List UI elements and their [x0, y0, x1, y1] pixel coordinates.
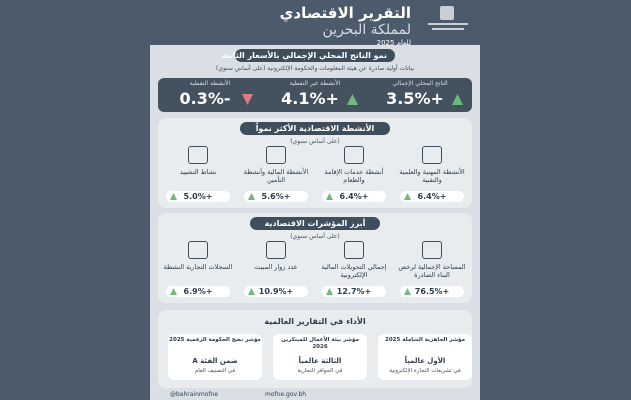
item-value: +12.7% [322, 286, 386, 297]
header-year: للعام 2025 [376, 39, 411, 47]
card-detail: في الحوافز التجارية [297, 368, 343, 374]
card-detail: في التصنيف العام [194, 368, 236, 374]
stat-label: الأنشطة النفطية [189, 80, 231, 87]
item-label: السجلات التجارية النشطة [163, 263, 233, 271]
card-index: مؤشر نضج الحكومة الرقمية 2025 [169, 337, 261, 343]
card-index: مؤشر بيئة الأعمال للمبتكرين 2026 [281, 337, 359, 350]
item-label: نشاط التشييد [179, 168, 217, 176]
stat-value: -0.3% [179, 89, 231, 108]
item-label: أنشطة خدمات الإقامة والطعام [324, 168, 384, 184]
header-title: التقرير الاقتصادي [279, 4, 411, 22]
stat-label: الأنشطة غير النفطية [289, 80, 341, 87]
stats-box [158, 78, 472, 112]
icon [266, 241, 286, 259]
section-title: نمو الناتج المحلي الإجمالي بالأسعار الثا… [222, 49, 395, 62]
report-card [273, 334, 367, 380]
card-rank: ضمن الفئة A [192, 357, 238, 365]
up-arrow [248, 193, 255, 200]
up-arrow [248, 288, 255, 295]
section-note: (على أساس سنوي) [290, 138, 340, 145]
item-label: المساحة الإجمالية لرخص البناء الصادرة [398, 263, 466, 279]
icon [422, 241, 442, 259]
section-note: بيانات أولية صادرة عن هيئة المعلومات وال… [215, 65, 415, 72]
up-arrow [452, 94, 463, 105]
up-arrow [347, 94, 358, 105]
stat-value: +4.1% [281, 89, 339, 108]
footer-website: mofne.gov.bh [265, 391, 307, 398]
card-index: مؤشر الجاهزية الشاملة 2025 [385, 337, 465, 343]
card-rank: الثالثة عالمياً [298, 357, 342, 365]
up-arrow [326, 193, 333, 200]
section-title: الأداء في التقارير العالمية [264, 317, 366, 326]
item-value: +6.9% [166, 286, 230, 297]
stat-label: الناتج المحلي الإجمالي [392, 80, 448, 87]
section-title: الأنشطة الاقتصادية الأكثر نمواً [240, 122, 390, 135]
card-rank: الأول عالمياً [404, 357, 446, 365]
item-label: إجمالي التحويلات المالية الإلكترونية [321, 263, 387, 279]
icon [266, 146, 286, 164]
up-arrow [404, 288, 411, 295]
icon [344, 241, 364, 259]
item-label: عدد زوار المبيت [254, 263, 298, 271]
item-value: +10.9% [244, 286, 308, 297]
item-label: الأنشطة المالية وأنشطة التأمين [243, 168, 309, 184]
up-arrow [170, 288, 177, 295]
icon [344, 146, 364, 164]
item-value: +5.0% [166, 191, 230, 202]
icon [188, 146, 208, 164]
item-value: +76.5% [400, 286, 464, 297]
logo [428, 6, 468, 30]
header-subtitle: لمملكة البحرين [322, 22, 411, 38]
report-card [378, 334, 472, 380]
down-arrow [242, 94, 253, 105]
up-arrow [170, 193, 177, 200]
footer-social: @bahrainmofne [170, 391, 219, 398]
icon [188, 241, 208, 259]
up-arrow [404, 193, 411, 200]
item-label: الأنشطة المهنية والعلمية والتقنية [399, 168, 465, 184]
item-value: +6.4% [400, 191, 464, 202]
icon [422, 146, 442, 164]
item-value: +6.4% [322, 191, 386, 202]
card-detail: في تشريعات التجارة الإلكترونية [389, 368, 461, 374]
stat-value: +3.5% [386, 89, 444, 108]
item-value: +5.6% [244, 191, 308, 202]
section-note: (على أساس سنوي) [290, 233, 340, 240]
report-card [168, 334, 262, 380]
up-arrow [326, 288, 333, 295]
section-title: أبرز المؤشرات الاقتصادية [250, 217, 380, 230]
